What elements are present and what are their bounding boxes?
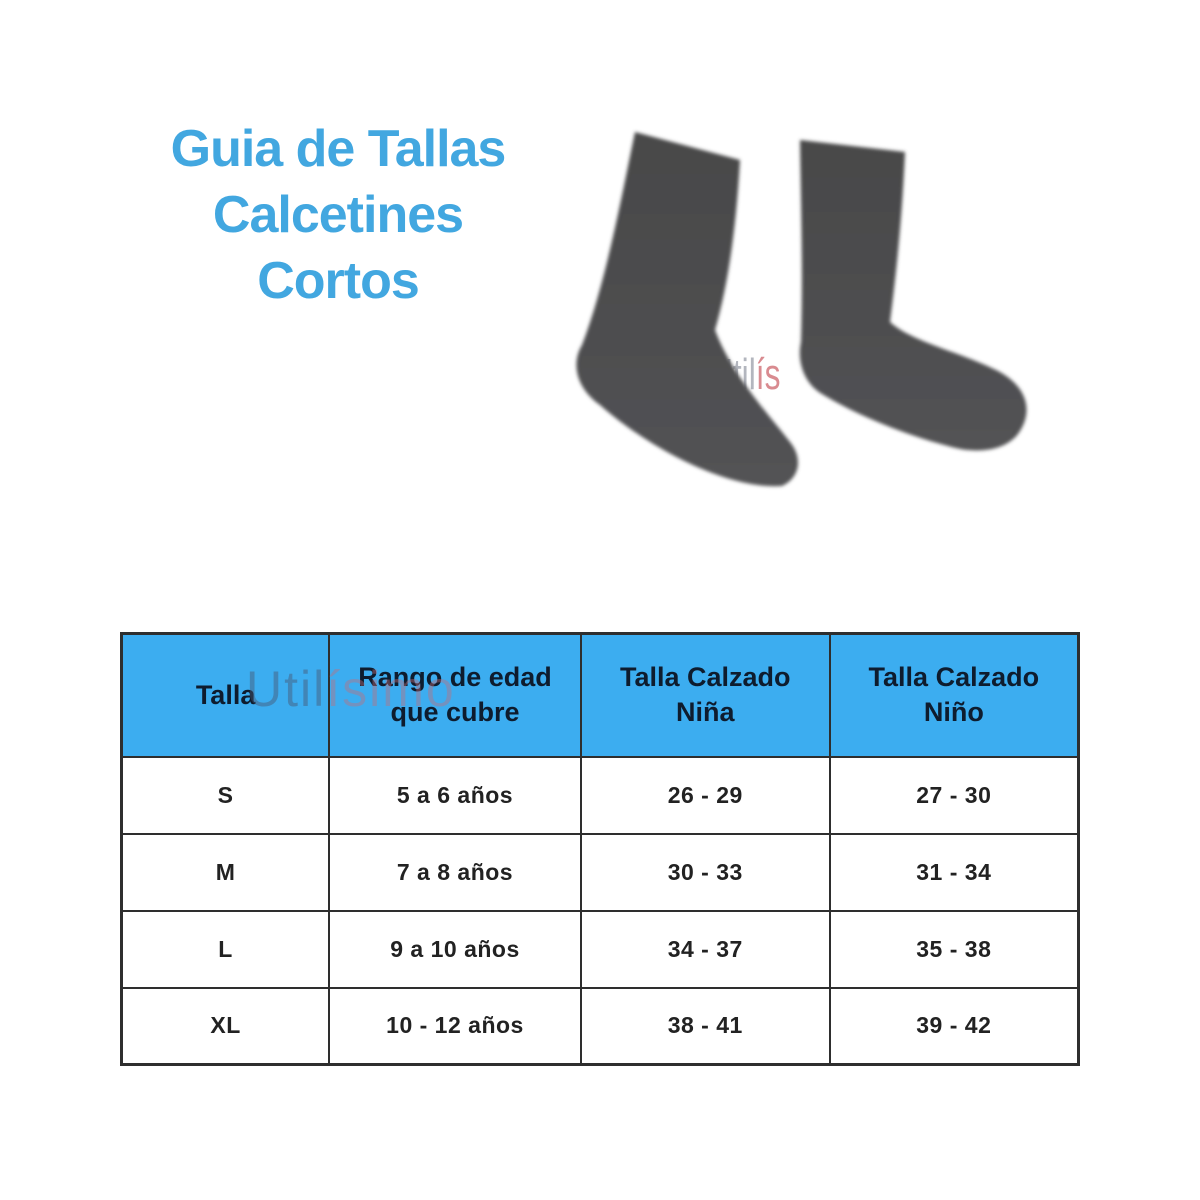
cell-calzado-nino: 31 - 34 — [828, 832, 1080, 912]
header-row: Talla Rango de edad que cubre Talla Calz… — [120, 632, 1080, 758]
cell-talla: XL — [120, 986, 331, 1066]
cell-talla: S — [120, 755, 331, 835]
cell-edad: 9 a 10 años — [328, 909, 582, 989]
right-sock-image — [799, 140, 1027, 451]
title-line-1: Guia de Tallas — [170, 120, 507, 178]
cell-talla: M — [120, 832, 331, 912]
header-calzado-nina: Talla Calzado Niña — [579, 632, 831, 758]
cell-edad: 10 - 12 años — [328, 986, 582, 1066]
table-row-l: L 9 a 10 años 34 - 37 35 - 38 — [120, 909, 1080, 989]
size-chart-body: S 5 a 6 años 26 - 29 27 - 30 M 7 a 8 año… — [120, 755, 1080, 1066]
socks-photo — [560, 90, 1100, 530]
cell-calzado-nina: 26 - 29 — [579, 755, 831, 835]
cell-edad: 7 a 8 años — [328, 832, 582, 912]
cell-edad: 5 a 6 años — [328, 755, 582, 835]
size-chart-header: Talla Rango de edad que cubre Talla Calz… — [120, 632, 1080, 758]
table-row-m: M 7 a 8 años 30 - 33 31 - 34 — [120, 832, 1080, 912]
title-line-3: Cortos — [257, 252, 420, 310]
table-row-s: S 5 a 6 años 26 - 29 27 - 30 — [120, 755, 1080, 835]
cell-calzado-nina: 34 - 37 — [579, 909, 831, 989]
table-row-xl: XL 10 - 12 años 38 - 41 39 - 42 — [120, 986, 1080, 1066]
page-title: Guia de Tallas Calcetines Cortos — [118, 116, 558, 314]
size-chart-table: Talla Rango de edad que cubre Talla Calz… — [120, 632, 1080, 1066]
cell-calzado-nino: 27 - 30 — [828, 755, 1080, 835]
header-talla: Talla — [120, 632, 331, 758]
cell-talla: L — [120, 909, 331, 989]
cell-calzado-nino: 35 - 38 — [828, 909, 1080, 989]
cell-calzado-nina: 30 - 33 — [579, 832, 831, 912]
cell-calzado-nina: 38 - 41 — [579, 986, 831, 1066]
socks-illustration — [576, 132, 1027, 487]
left-sock-image — [576, 132, 798, 487]
title-line-2: Calcetines — [212, 186, 464, 244]
header-rango-edad: Rango de edad que cubre — [328, 632, 582, 758]
cell-calzado-nino: 39 - 42 — [828, 986, 1080, 1066]
watermark-text-accent: ís — [755, 350, 781, 399]
header-calzado-nino: Talla Calzado Niño — [828, 632, 1080, 758]
